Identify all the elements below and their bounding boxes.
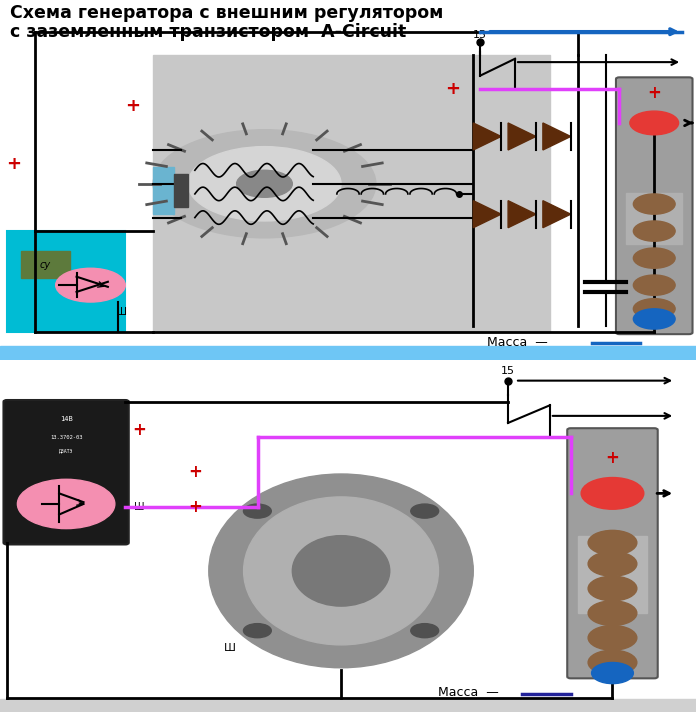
- FancyBboxPatch shape: [3, 400, 129, 544]
- Polygon shape: [543, 123, 571, 150]
- Text: +: +: [125, 97, 140, 115]
- Text: с заземленным транзистором  A-Circuit: с заземленным транзистором A-Circuit: [10, 23, 406, 41]
- Polygon shape: [473, 123, 501, 150]
- Text: +: +: [132, 421, 146, 439]
- Text: су: су: [40, 260, 51, 270]
- Circle shape: [633, 194, 675, 214]
- Text: 15: 15: [501, 365, 515, 375]
- Text: 13.3702-03: 13.3702-03: [50, 434, 82, 439]
- Polygon shape: [508, 123, 536, 150]
- Text: +: +: [188, 498, 202, 516]
- Bar: [578, 536, 647, 613]
- Circle shape: [411, 623, 438, 638]
- Text: 14В: 14В: [60, 416, 72, 422]
- Text: +: +: [445, 80, 460, 99]
- Circle shape: [592, 662, 633, 684]
- Bar: [153, 167, 174, 214]
- Text: +: +: [6, 155, 22, 173]
- Bar: [21, 252, 70, 278]
- Text: Масса  —: Масса —: [487, 336, 548, 349]
- Circle shape: [56, 268, 125, 302]
- Circle shape: [188, 147, 341, 221]
- Circle shape: [588, 601, 637, 626]
- Circle shape: [588, 531, 637, 555]
- Circle shape: [588, 626, 637, 650]
- Circle shape: [588, 551, 637, 576]
- Text: Масса  —: Масса —: [438, 686, 499, 699]
- Circle shape: [633, 221, 675, 242]
- Text: ДЗАТЭ: ДЗАТЭ: [59, 449, 73, 454]
- Text: +: +: [606, 449, 619, 467]
- Circle shape: [581, 477, 644, 509]
- Polygon shape: [508, 201, 536, 228]
- Bar: [7, 231, 125, 332]
- Circle shape: [153, 129, 376, 238]
- Circle shape: [633, 298, 675, 319]
- Circle shape: [630, 111, 679, 134]
- Bar: [0, 346, 696, 360]
- Polygon shape: [473, 201, 501, 228]
- Circle shape: [588, 576, 637, 601]
- Bar: [174, 174, 188, 208]
- Circle shape: [633, 309, 675, 329]
- Text: Ш: Ш: [223, 644, 236, 654]
- Text: 15: 15: [473, 30, 487, 40]
- Bar: [0, 700, 696, 712]
- Circle shape: [633, 275, 675, 296]
- Ellipse shape: [292, 536, 390, 606]
- FancyBboxPatch shape: [616, 78, 693, 334]
- Bar: [626, 193, 682, 244]
- Circle shape: [237, 170, 292, 197]
- Bar: [153, 55, 550, 332]
- Circle shape: [17, 480, 115, 528]
- FancyBboxPatch shape: [567, 429, 658, 678]
- Ellipse shape: [244, 497, 438, 645]
- Circle shape: [588, 650, 637, 675]
- Circle shape: [633, 248, 675, 268]
- Text: +: +: [647, 83, 661, 101]
- Text: Схема генератора с внешним регулятором: Схема генератора с внешним регулятором: [10, 4, 444, 22]
- Circle shape: [244, 504, 271, 518]
- Circle shape: [244, 623, 271, 638]
- Ellipse shape: [209, 474, 473, 668]
- Text: Ш: Ш: [134, 503, 145, 513]
- Text: Ш: Ш: [116, 307, 127, 317]
- Circle shape: [411, 504, 438, 518]
- Text: +: +: [188, 463, 202, 481]
- Polygon shape: [543, 201, 571, 228]
